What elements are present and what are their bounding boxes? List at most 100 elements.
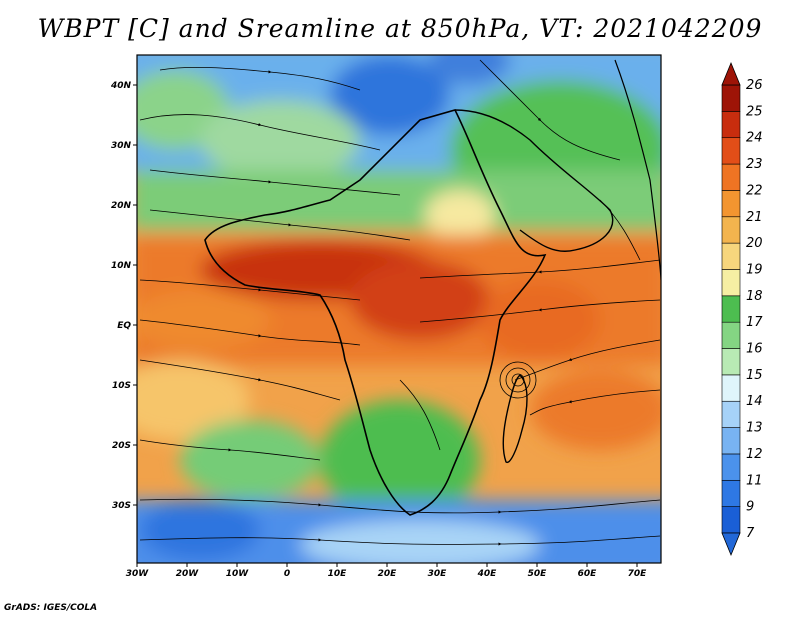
- field-yellow-patch: [425, 190, 495, 240]
- field-sw-blue: [140, 500, 260, 560]
- streamline: [599, 199, 641, 261]
- lat-label: 10S: [112, 381, 131, 391]
- field-atlantic-warm: [137, 290, 270, 350]
- streamline: [399, 379, 441, 451]
- streamline: [139, 359, 341, 401]
- streamline: [529, 389, 661, 416]
- colorbar-label: 12: [746, 447, 763, 462]
- streamline: [419, 259, 661, 279]
- lat-label: 40N: [110, 81, 132, 91]
- lat-label: 20N: [111, 201, 132, 211]
- colorbar-top-triangle: [721, 61, 741, 86]
- streamline: [149, 169, 401, 196]
- colorbar-swatch: [721, 295, 741, 323]
- colorbar-label: 7: [746, 526, 755, 541]
- lon-label: 20W: [176, 569, 200, 579]
- streamlines: [139, 59, 661, 546]
- streamline: [139, 319, 361, 346]
- field-cold-core: [330, 55, 450, 135]
- lon-label: 0: [284, 569, 290, 579]
- streamline: [139, 439, 321, 461]
- streamline: [419, 299, 661, 323]
- field-med-blue: [430, 55, 510, 85]
- colorbar-label: 9: [746, 500, 754, 515]
- streamline: [514, 339, 661, 381]
- colorbar-swatch: [721, 84, 741, 112]
- colorbar-swatch: [721, 427, 741, 455]
- colorbar-swatch: [721, 137, 741, 165]
- lat-label: 20S: [112, 441, 131, 451]
- colorbar-swatch: [721, 190, 741, 218]
- colorbar-label: 24: [746, 131, 763, 146]
- lon-label: 40E: [477, 569, 498, 579]
- lon-label: 60E: [578, 569, 598, 579]
- axis-labels: 40N 30N 20N 10N EQ 10S 20S 30S 30W 20W 10W 0 10E 20E 3…: [110, 81, 647, 579]
- grads-credit: GrADS: IGES/COLA: [4, 603, 98, 613]
- field-sahara-green: [200, 100, 360, 180]
- colorbar-swatch: [721, 163, 741, 191]
- colorbar-swatch: [721, 374, 741, 402]
- colorbar-swatch: [721, 453, 741, 481]
- vortex-ring: [499, 361, 537, 399]
- colorbar-swatch: [721, 479, 741, 507]
- streamline: [139, 114, 381, 151]
- colorbar-swatch: [721, 111, 741, 139]
- lat-label: 30N: [111, 141, 132, 151]
- lon-label: 30E: [428, 569, 448, 579]
- plot-frame: [136, 54, 662, 564]
- field-congo-hot: [350, 260, 490, 340]
- india-coastline: [614, 59, 661, 281]
- field-south-africa-green: [320, 400, 480, 520]
- colorbar-label: 23: [746, 157, 763, 172]
- streamline: [139, 498, 661, 514]
- wbpt-field: [137, 55, 661, 563]
- colorbar-bottom-triangle: [721, 532, 741, 557]
- colorbar-label: 19: [746, 262, 763, 277]
- field-ocean-warm: [480, 280, 600, 360]
- colorbar-swatch: [721, 506, 741, 534]
- streamline: [149, 209, 411, 241]
- streamline: [139, 279, 361, 301]
- colorbar-label: 16: [746, 342, 763, 357]
- colorbar: 7 9 11 12 13 14 15 16 17 18 19 20 21 22 23 24 25 26: [721, 61, 763, 557]
- colorbar-label: 22: [746, 183, 763, 198]
- lat-label: EQ: [117, 321, 131, 331]
- field-sio-warm: [530, 370, 661, 450]
- colorbar-label: 26: [746, 78, 763, 93]
- colorbar-label: 15: [746, 368, 763, 383]
- lat-label: 10N: [111, 261, 132, 271]
- lon-label: 50E: [528, 569, 548, 579]
- streamline: [159, 66, 361, 91]
- field-sahel-green: [137, 170, 661, 230]
- axis-ticks: [133, 84, 638, 567]
- streamline: [479, 59, 621, 161]
- field-satl-yellow: [137, 360, 250, 440]
- colorbar-label: 25: [746, 104, 763, 119]
- vortex-ring: [505, 367, 531, 393]
- colorbar-label: 14: [746, 394, 763, 409]
- colorbar-label: 13: [746, 421, 763, 436]
- colorbar-swatch: [721, 216, 741, 244]
- colorbar-swatch: [721, 400, 741, 428]
- lon-label: 10E: [328, 569, 348, 579]
- colorbar-label: 18: [746, 289, 763, 304]
- colorbar-swatch: [721, 242, 741, 270]
- colorbar-swatch: [721, 269, 741, 297]
- lon-label: 30W: [126, 569, 150, 579]
- colorbar-swatch: [721, 348, 741, 376]
- colorbar-label: 11: [746, 473, 763, 488]
- africa-coastline: [204, 109, 547, 516]
- lon-label: 10W: [226, 569, 250, 579]
- lon-label: 70E: [628, 569, 648, 579]
- field-satl-green: [180, 420, 320, 500]
- streamline: [139, 535, 661, 546]
- vortex-ring: [511, 373, 525, 387]
- lat-label: 30S: [112, 501, 131, 511]
- lon-label: 20E: [378, 569, 398, 579]
- colorbar-label: 17: [746, 315, 763, 330]
- colorbar-label: 21: [746, 210, 763, 225]
- colorbar-swatch: [721, 321, 741, 349]
- chart-title: WBPT [C] and Sreamline at 850hPa, VT: 20…: [37, 14, 763, 43]
- colorbar-label: 20: [746, 236, 763, 251]
